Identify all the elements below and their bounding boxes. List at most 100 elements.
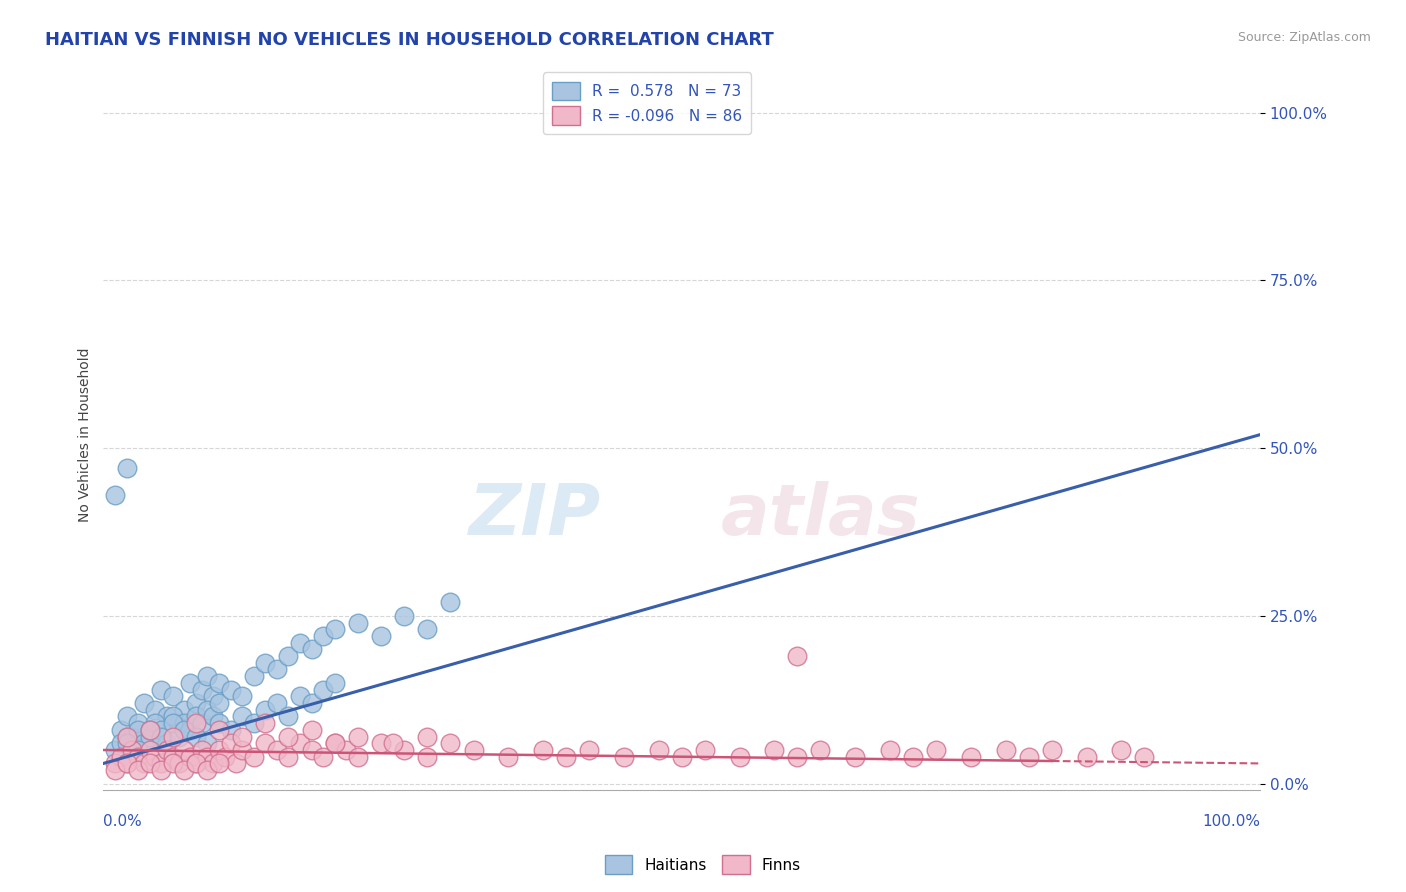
Point xyxy=(138,723,160,737)
Point xyxy=(335,743,357,757)
Point xyxy=(184,756,207,771)
Point xyxy=(150,756,173,771)
Point xyxy=(370,736,392,750)
Point xyxy=(208,716,231,731)
Point xyxy=(115,730,138,744)
Point xyxy=(179,749,201,764)
Point xyxy=(167,716,190,731)
Point xyxy=(173,743,195,757)
Point xyxy=(416,749,439,764)
Point xyxy=(145,703,167,717)
Point xyxy=(179,723,201,737)
Point xyxy=(219,682,242,697)
Point xyxy=(145,716,167,731)
Point xyxy=(671,749,693,764)
Point xyxy=(416,730,439,744)
Point xyxy=(197,763,219,777)
Point xyxy=(184,730,207,744)
Point xyxy=(184,756,207,771)
Point xyxy=(392,608,415,623)
Point xyxy=(138,756,160,771)
Point xyxy=(439,595,461,609)
Point xyxy=(288,690,311,704)
Point xyxy=(647,743,669,757)
Point xyxy=(162,730,184,744)
Point xyxy=(347,749,370,764)
Point xyxy=(208,756,231,771)
Point xyxy=(150,763,173,777)
Point xyxy=(879,743,901,757)
Point xyxy=(254,736,277,750)
Point xyxy=(110,736,132,750)
Point xyxy=(138,723,160,737)
Point xyxy=(184,696,207,710)
Point xyxy=(266,696,288,710)
Point xyxy=(184,709,207,723)
Point xyxy=(110,749,132,764)
Point xyxy=(231,709,253,723)
Point xyxy=(138,723,160,737)
Point xyxy=(231,690,253,704)
Point xyxy=(132,696,155,710)
Point xyxy=(202,690,225,704)
Point xyxy=(104,488,127,502)
Point xyxy=(219,736,242,750)
Point xyxy=(312,682,335,697)
Point xyxy=(121,730,143,744)
Point xyxy=(277,730,299,744)
Point xyxy=(1133,749,1156,764)
Point xyxy=(323,736,346,750)
Point xyxy=(115,461,138,475)
Point xyxy=(231,730,253,744)
Point xyxy=(763,743,786,757)
Point xyxy=(301,696,323,710)
Point xyxy=(266,663,288,677)
Point xyxy=(110,723,132,737)
Point xyxy=(202,756,225,771)
Point xyxy=(301,723,323,737)
Point xyxy=(190,716,212,731)
Point xyxy=(786,749,808,764)
Point xyxy=(277,709,299,723)
Point xyxy=(994,743,1017,757)
Point xyxy=(121,743,143,757)
Point xyxy=(197,703,219,717)
Point xyxy=(115,756,138,771)
Point xyxy=(288,736,311,750)
Y-axis label: No Vehicles in Household: No Vehicles in Household xyxy=(79,347,93,522)
Text: HAITIAN VS FINNISH NO VEHICLES IN HOUSEHOLD CORRELATION CHART: HAITIAN VS FINNISH NO VEHICLES IN HOUSEH… xyxy=(45,31,773,49)
Point xyxy=(242,716,264,731)
Point xyxy=(208,676,231,690)
Point xyxy=(173,716,195,731)
Point xyxy=(104,743,127,757)
Point xyxy=(138,743,160,757)
Point xyxy=(115,730,138,744)
Point xyxy=(167,756,190,771)
Point xyxy=(115,756,138,771)
Point xyxy=(208,723,231,737)
Point xyxy=(173,723,195,737)
Point xyxy=(197,749,219,764)
Text: ZIP: ZIP xyxy=(468,481,600,549)
Point xyxy=(132,756,155,771)
Point xyxy=(925,743,948,757)
Point xyxy=(127,749,149,764)
Point xyxy=(496,749,519,764)
Point xyxy=(219,723,242,737)
Point xyxy=(162,756,184,771)
Text: 0.0%: 0.0% xyxy=(104,814,142,829)
Point xyxy=(347,615,370,630)
Point xyxy=(115,736,138,750)
Point xyxy=(150,682,173,697)
Point xyxy=(167,730,190,744)
Point xyxy=(225,756,247,771)
Text: atlas: atlas xyxy=(721,481,921,549)
Point xyxy=(190,743,212,757)
Point xyxy=(1018,749,1040,764)
Point xyxy=(531,743,554,757)
Point xyxy=(197,669,219,683)
Point xyxy=(150,730,173,744)
Point xyxy=(208,696,231,710)
Point xyxy=(381,736,404,750)
Text: Source: ZipAtlas.com: Source: ZipAtlas.com xyxy=(1237,31,1371,45)
